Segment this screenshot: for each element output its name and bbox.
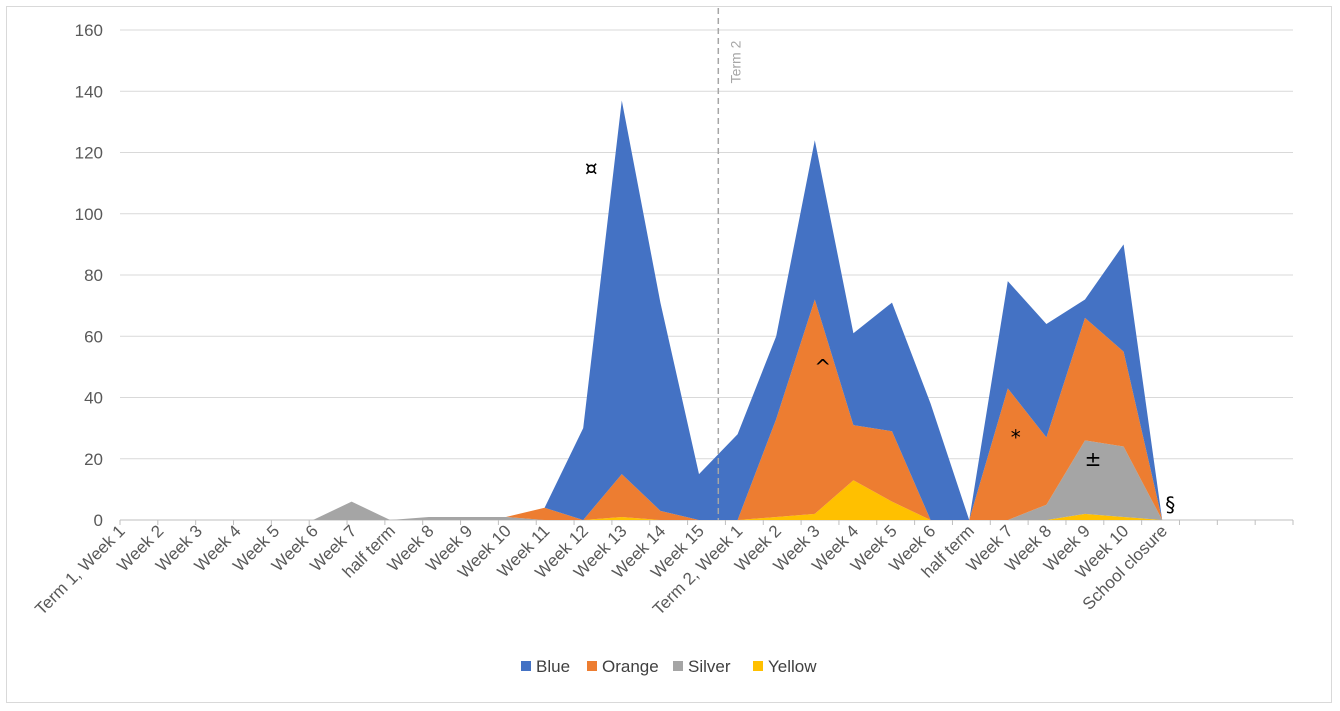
legend-label: Blue bbox=[536, 657, 570, 676]
y-axis: 0 20 40 60 80 100 120 140 160 bbox=[75, 21, 103, 530]
legend-label: Orange bbox=[602, 657, 659, 676]
legend-swatch bbox=[521, 661, 531, 671]
legend-label: Silver bbox=[688, 657, 731, 676]
area-orange bbox=[120, 299, 1163, 520]
legend-label: Yellow bbox=[768, 657, 817, 676]
term-divider: Term 2 bbox=[717, 8, 743, 520]
y-tick-label: 100 bbox=[75, 205, 103, 224]
annotation-marker: ± bbox=[1085, 447, 1102, 471]
legend-swatch bbox=[587, 661, 597, 671]
y-tick-label: 20 bbox=[84, 450, 103, 469]
legend-swatch bbox=[673, 661, 683, 671]
y-tick-label: 40 bbox=[84, 389, 103, 408]
annotations: * ¤ ^ ± § bbox=[585, 156, 1175, 517]
legend: Blue Orange Silver Yellow bbox=[521, 657, 817, 676]
area-yellow bbox=[120, 480, 1163, 520]
series-areas bbox=[120, 100, 1163, 520]
annotation-marker: § bbox=[1165, 493, 1175, 517]
area-blue bbox=[120, 100, 1163, 520]
y-tick-label: 0 bbox=[94, 511, 103, 530]
legend-swatch bbox=[753, 661, 763, 671]
term-divider-label: Term 2 bbox=[727, 40, 743, 83]
y-tick-label: 140 bbox=[75, 82, 103, 101]
annotation-marker: ¤ bbox=[585, 156, 598, 180]
y-tick-label: 60 bbox=[84, 327, 103, 346]
area-silver bbox=[120, 440, 1163, 520]
x-tick-label: Term 1, Week 1 bbox=[31, 521, 128, 618]
y-tick-label: 80 bbox=[84, 266, 103, 285]
y-tick-label: 120 bbox=[75, 144, 103, 163]
annotation-marker: ^ bbox=[814, 355, 831, 379]
y-tick-label: 160 bbox=[75, 21, 103, 40]
annotation-marker: * bbox=[1011, 425, 1021, 449]
